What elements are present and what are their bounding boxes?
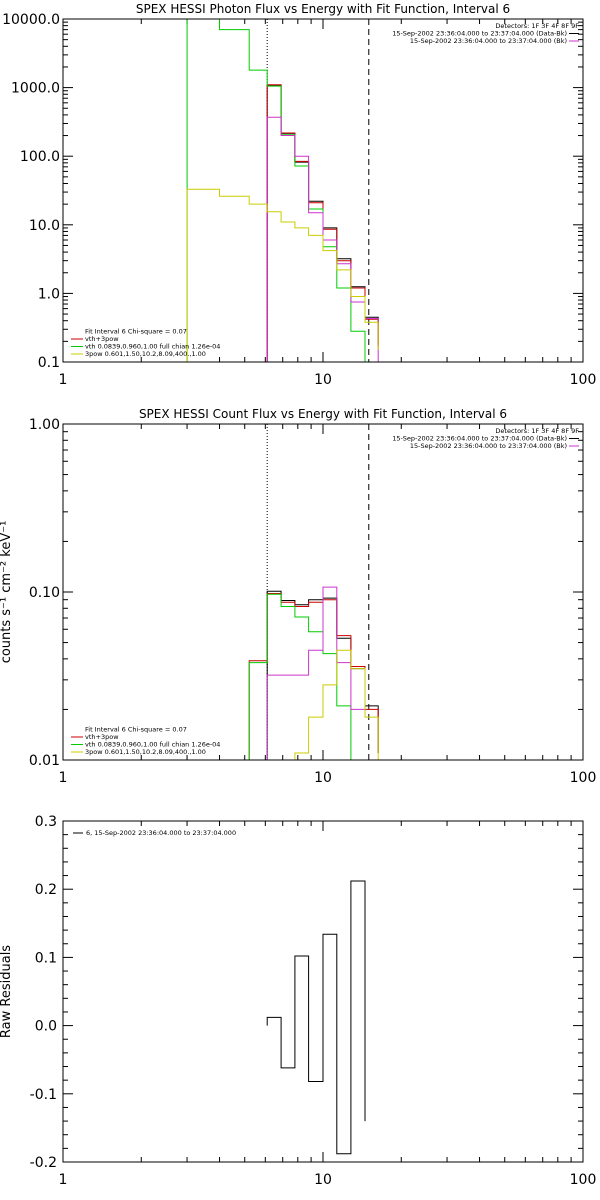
legend-top-right-entry: Detectors: 1F 3F 4F 8F 9F — [495, 22, 579, 30]
plot-frame — [62, 18, 584, 363]
photon-flux-panel: SPEX HESSI Photon Flux vs Energy with Fi… — [2, 2, 597, 388]
residuals-panel: Raw Residuals 1 10 100 -0.2 -0.1 0.0 0.1 0.2 0.3 6… — [0, 814, 596, 1188]
chart-title: SPEX HESSI Photon Flux vs Energy with Fi… — [136, 2, 510, 16]
legend-bottom-left-entry: vth+3pow — [85, 335, 119, 343]
count-flux-panel: SPEX HESSI Count Flux vs Energy with Fit… — [0, 407, 597, 786]
legend-top-right-entry: Detectors: 1F 3F 4F 8F 9F — [495, 427, 579, 435]
y-tick-label: -0.1 — [30, 1087, 57, 1103]
legend-bottom-left-entry: vth 0.0839,0.960,1.00 full chian 1.26e-0… — [85, 741, 220, 749]
chart-title: SPEX HESSI Count Flux vs Energy with Fit… — [139, 407, 507, 421]
plot-frame — [62, 820, 584, 1163]
y-tick-label: 0.3 — [35, 814, 57, 830]
y-tick-label: 1000.0 — [11, 81, 60, 97]
legend-top-right-entry: 15-Sep-2002 23:36:04.000 to 23:37:04.000… — [392, 435, 567, 443]
series-4-line — [186, 188, 379, 362]
x-tick-label: 1 — [59, 372, 68, 388]
legend-top-right-entry: 15-Sep-2002 23:36:04.000 to 23:37:04.000… — [410, 442, 567, 450]
series-3-line — [266, 116, 379, 362]
plot-frame — [62, 423, 584, 761]
series-4-line — [294, 649, 379, 760]
y-axis-label: counts s⁻¹ cm⁻² keV⁻¹ — [0, 521, 14, 664]
series-group — [248, 586, 379, 760]
series-2-line — [248, 593, 352, 760]
x-tick-label: 100 — [570, 372, 597, 388]
legend-top-right-entry: 15-Sep-2002 23:36:04.000 to 23:37:04.000… — [392, 30, 567, 38]
y-tick-label: 10000.0 — [2, 12, 60, 28]
legend-bottom-left-entry: vth 0.0839,0.960,1.00 full chian 1.26e-0… — [85, 343, 220, 351]
x-tick-label: 10 — [314, 1172, 332, 1188]
legend-bottom-left-entry: 3pow 0.601,1.50,10.2,8.09,400.,1.00 — [85, 350, 206, 358]
legend-bottom-left-entry: 3pow 0.601,1.50,10.2,8.09,400.,1.00 — [85, 748, 206, 756]
legend-top-left-entry: 6, 15-Sep-2002 23:36:04.000 to 23:37:04.… — [86, 829, 236, 837]
y-tick-label: 0.2 — [35, 882, 57, 898]
series-group — [186, 19, 379, 362]
y-tick-label: 0.0 — [35, 1019, 57, 1035]
series-0-line — [266, 880, 366, 1155]
series-group — [266, 880, 366, 1155]
y-tick-label: 0.01 — [29, 753, 60, 769]
x-tick-label: 1 — [59, 1172, 68, 1188]
x-tick-label: 100 — [570, 1172, 597, 1188]
x-tick-label: 1 — [59, 770, 68, 786]
legend-bottom-left-entry: Fit Interval 6 Chi-square = 0.07 — [85, 328, 187, 336]
y-tick-label: 0.1 — [35, 950, 57, 966]
y-tick-label: 1.00 — [29, 417, 60, 433]
series-1-line — [248, 593, 379, 760]
legend-bottom-left-entry: Fit Interval 6 Chi-square = 0.07 — [85, 726, 187, 734]
series-2-line — [186, 19, 366, 362]
x-tick-label: 100 — [570, 770, 597, 786]
y-axis-label: Raw Residuals — [0, 945, 14, 1038]
legend-top-right-entry: 15-Sep-2002 23:36:04.000 to 23:37:04.000… — [410, 37, 567, 45]
y-tick-label: 0.1 — [38, 355, 60, 371]
y-tick-label: 1.0 — [38, 286, 60, 302]
y-tick-label: 100.0 — [20, 149, 60, 165]
x-tick-label: 10 — [314, 372, 332, 388]
legend-bottom-left-entry: vth+3pow — [85, 733, 119, 741]
y-tick-label: -0.2 — [30, 1155, 57, 1171]
y-tick-label: 10.0 — [29, 218, 60, 234]
x-tick-label: 10 — [314, 770, 332, 786]
y-tick-label: 0.10 — [29, 585, 60, 601]
